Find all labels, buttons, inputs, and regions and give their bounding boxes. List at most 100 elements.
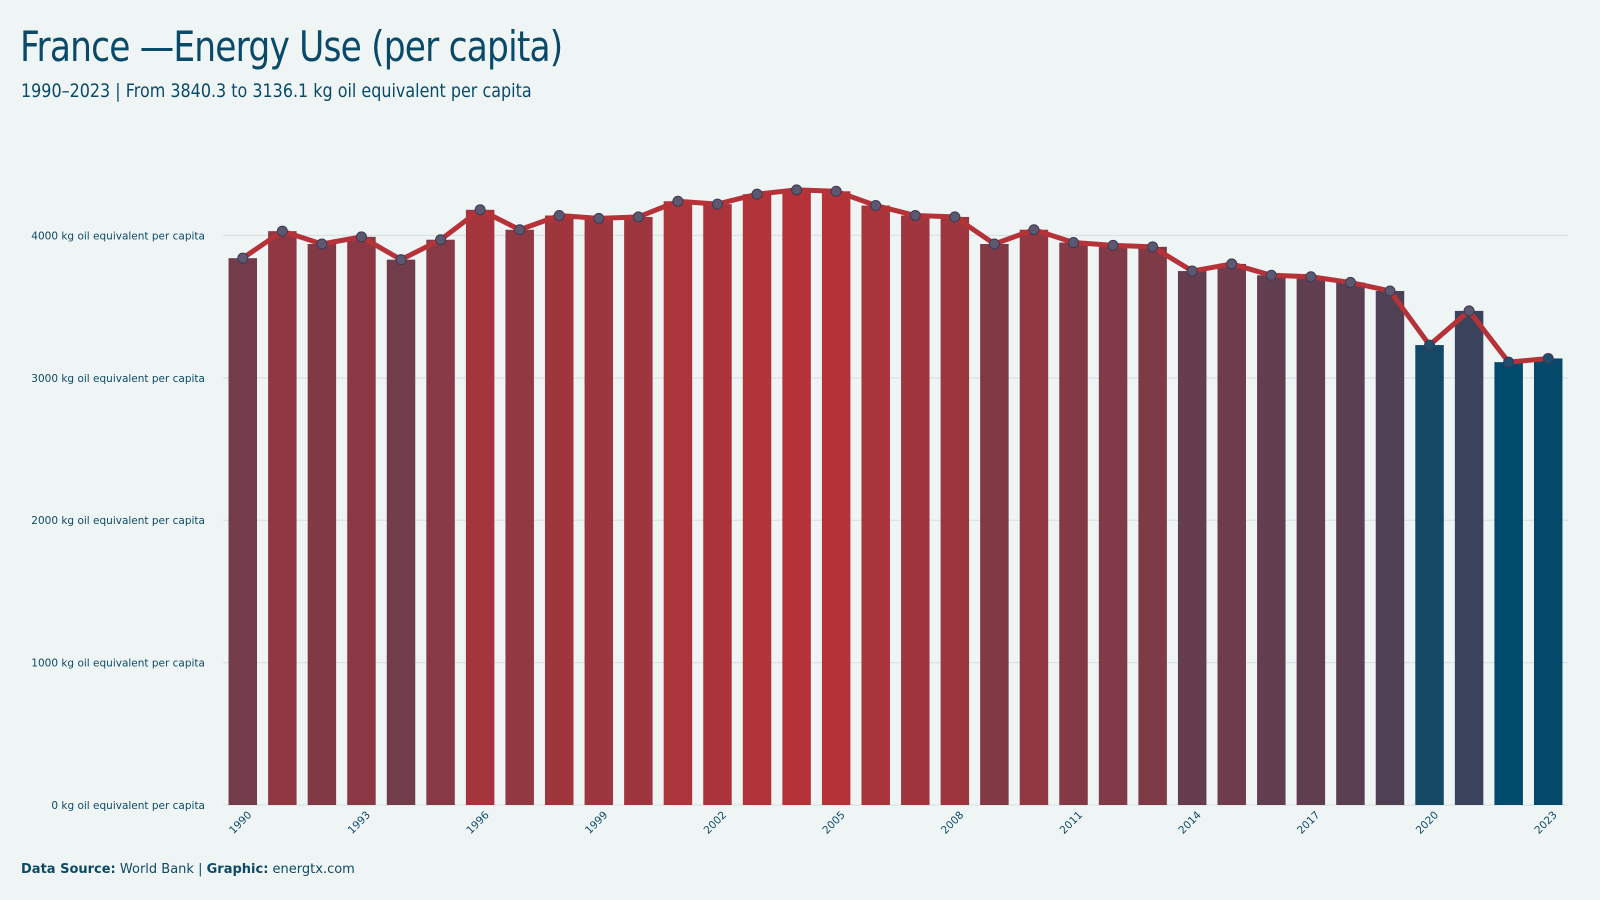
bar	[347, 236, 376, 805]
bar	[307, 243, 337, 805]
data-point-marker	[1503, 356, 1515, 368]
x-tick-label: 2005	[820, 809, 847, 836]
bar	[1415, 345, 1444, 805]
data-point-marker	[237, 252, 249, 264]
data-point-marker	[1186, 265, 1198, 277]
footer: Data Source: World Bank | Graphic: energ…	[21, 862, 355, 877]
x-tick-label: 1999	[583, 809, 610, 836]
bar	[1454, 310, 1484, 805]
chart-subtitle: 1990–2023 | From 3840.3 to 3136.1 kg oil…	[21, 80, 532, 102]
bar	[1533, 358, 1563, 805]
bar	[1296, 276, 1326, 805]
x-tick-label: 2014	[1176, 809, 1204, 837]
bar	[386, 259, 416, 805]
data-point-marker	[355, 231, 367, 243]
gridlines	[223, 234, 1568, 806]
source-label: Data Source:	[21, 862, 116, 877]
bar	[1138, 246, 1167, 806]
bar	[268, 231, 297, 806]
data-point-marker	[1463, 305, 1475, 317]
data-point-marker	[1068, 237, 1080, 249]
bar	[228, 258, 258, 805]
bar	[545, 215, 574, 805]
data-point-marker	[1265, 269, 1277, 281]
bar	[624, 216, 653, 805]
bar	[584, 218, 614, 805]
data-point-marker	[949, 211, 961, 223]
y-tick-label: 0 kg oil equivalent per capita	[51, 800, 205, 812]
footer-separator: |	[198, 862, 203, 877]
bar	[1494, 362, 1523, 805]
bar	[821, 191, 851, 806]
data-point-marker	[1226, 258, 1238, 270]
bar	[980, 243, 1009, 805]
bar	[663, 201, 693, 805]
data-point-marker	[988, 238, 1000, 250]
trend-line	[240, 187, 1551, 365]
data-point-marker	[1344, 276, 1356, 288]
data-point-marker	[593, 212, 605, 224]
data-point-marker	[1384, 285, 1396, 297]
y-tick-label: 4000 kg oil equivalent per capita	[31, 230, 205, 242]
data-point-marker	[1107, 239, 1119, 251]
bar	[505, 229, 534, 805]
x-axis-ticks: 1990 1993 1996 1999 2002 2005 2008 2011 2014 2017…	[227, 809, 1560, 837]
x-tick-label: 1993	[346, 809, 373, 836]
y-tick-label: 3000 kg oil equivalent per capita	[31, 373, 205, 385]
bar	[940, 216, 970, 805]
data-point-marker	[395, 254, 407, 266]
data-point-marker	[909, 210, 921, 221]
data-point-marker	[316, 238, 328, 250]
data-point-marker	[830, 185, 842, 197]
x-tick-label: 2002	[702, 809, 729, 836]
data-point-marker	[1028, 224, 1040, 236]
bar	[426, 239, 455, 805]
bar	[1257, 275, 1286, 806]
data-point-marker	[276, 225, 288, 237]
x-tick-label: 1996	[464, 809, 492, 837]
y-axis-ticks: 0 kg oil equivalent per capita 1000 kg oi…	[31, 230, 205, 812]
y-tick-label: 2000 kg oil equivalent per capita	[31, 515, 205, 527]
source-value: World Bank	[119, 862, 194, 877]
data-point-marker	[435, 234, 447, 246]
bar	[861, 205, 890, 806]
bar	[1019, 229, 1049, 805]
data-point-marker	[751, 188, 763, 200]
bar	[782, 189, 811, 805]
data-point-marker	[791, 184, 803, 196]
x-tick-label: 1990	[227, 809, 254, 836]
bar	[742, 194, 772, 806]
bar	[1217, 263, 1246, 805]
data-point-marker	[1147, 241, 1159, 253]
bar	[1336, 282, 1365, 805]
x-tick-label: 2017	[1295, 809, 1322, 836]
data-point-marker	[711, 198, 723, 210]
chart-title: France —Energy Use (per capita)	[20, 22, 563, 71]
bar	[465, 209, 495, 806]
markers	[237, 184, 1554, 368]
bars	[228, 189, 1563, 806]
data-point-marker	[1305, 271, 1317, 283]
data-point-marker	[514, 224, 526, 236]
x-tick-label: 2023	[1532, 809, 1559, 836]
data-point-marker	[632, 211, 644, 223]
data-point-marker	[870, 200, 882, 212]
bar	[1059, 242, 1088, 806]
bar	[1098, 245, 1128, 806]
trend-line-path	[240, 187, 1551, 365]
x-tick-label: 2008	[939, 809, 966, 836]
data-point-marker	[474, 204, 486, 216]
graphic-label: Graphic:	[206, 862, 269, 877]
x-tick-label: 2011	[1058, 809, 1085, 836]
bar	[901, 215, 930, 805]
data-point-marker	[553, 210, 565, 221]
graphic-value: energtx.com	[272, 862, 355, 877]
x-tick-label: 2020	[1414, 809, 1441, 836]
data-point-marker	[672, 195, 684, 207]
bar	[1375, 290, 1405, 805]
bar	[703, 204, 732, 805]
data-point-marker	[1542, 352, 1554, 364]
bar	[1177, 271, 1207, 806]
data-point-marker	[1424, 339, 1436, 351]
